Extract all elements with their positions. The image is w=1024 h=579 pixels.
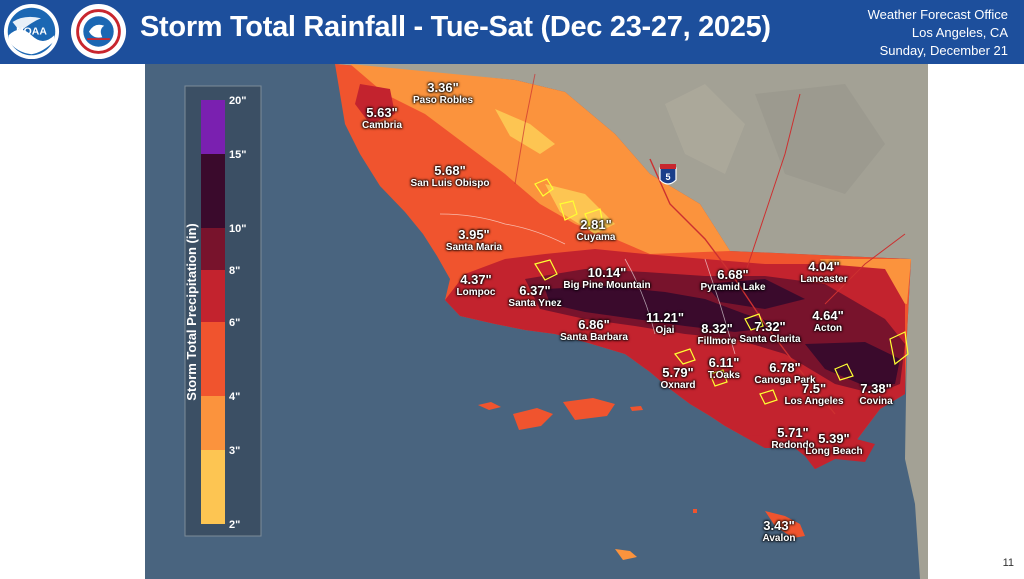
place-label: 5.63" Cambria <box>361 105 403 132</box>
place-label: 5.71" Redondo <box>771 425 815 452</box>
page-number: 11 <box>1002 557 1014 569</box>
place-label: 7.5" Los Angeles <box>784 381 844 408</box>
place-label: 4.64" Acton <box>812 308 844 335</box>
issue-date: Sunday, December 21 <box>879 43 1008 58</box>
place-label: 5.39" Long Beach <box>805 431 863 458</box>
place-label: 5.68" San Luis Obispo <box>410 163 490 190</box>
svg-text:5: 5 <box>665 172 670 182</box>
interstate-5-route <box>649 158 836 415</box>
legend-tick: 8" <box>229 265 240 277</box>
legend-tick: 3" <box>229 445 240 457</box>
page-title: Storm Total Rainfall - Tue-Sat (Dec 23-2… <box>140 11 771 43</box>
place-label: 7.38" Covina <box>859 381 893 408</box>
place-label: 11.21" Ojai <box>646 310 684 337</box>
legend-title: Storm Total Precipitation (in) <box>184 223 199 400</box>
noaa-logo-icon: NOAA <box>3 3 60 60</box>
office-info: Weather Forecast Office Los Angeles, CA … <box>868 6 1008 60</box>
place-label: 3.36" Paso Robles <box>412 80 474 107</box>
place-label: 4.04" Lancaster <box>800 259 848 286</box>
band-3-4 <box>350 64 730 254</box>
header-banner: NOAA Storm Total Rainfall - Tue-Sat (Dec… <box>0 0 1024 64</box>
place-label: 3.95" Santa Maria <box>445 227 503 254</box>
place-label: 5.79" Oxnard <box>660 365 696 392</box>
legend-tick: 4" <box>229 391 240 403</box>
office-location: Los Angeles, CA <box>911 25 1008 40</box>
place-label: 6.86" Santa Barbara <box>560 317 628 344</box>
place-label: 8.32" Fillmore <box>697 321 737 348</box>
office-name: Weather Forecast Office <box>867 7 1008 22</box>
island-santa-rosa <box>513 408 553 430</box>
nws-logo-icon <box>70 3 127 60</box>
rainfall-map: 5 20" 15" 10" 8" 6" 4" 3" 2" Storm Total… <box>145 64 928 579</box>
legend-tick: 10" <box>229 223 246 235</box>
place-label: 6.37" Santa Ynez <box>508 283 562 310</box>
island-anacapa <box>630 406 643 411</box>
inland-terrain <box>335 64 928 579</box>
island-san-clemente <box>615 549 637 560</box>
svg-text:NOAA: NOAA <box>16 26 47 37</box>
place-label: 2.81" Cuyama <box>576 217 616 244</box>
place-label: 6.78" Canoga Park <box>754 360 816 387</box>
island-santa-catalina <box>765 511 805 538</box>
legend-tick: 15" <box>229 149 246 161</box>
legend-colorbar: 20" 15" 10" 8" 6" 4" 3" 2" Storm Total P… <box>184 85 262 537</box>
island-san-miguel <box>478 402 501 410</box>
place-label: 10.14" Big Pine Mountain <box>563 265 651 292</box>
place-label: 7.32" Santa Clarita <box>739 319 801 346</box>
legend-tick: 6" <box>229 317 240 329</box>
place-label: 3.43" Avalon <box>762 518 796 545</box>
island-santa-cruz <box>563 398 615 420</box>
interstate-5-shield-icon: 5 <box>659 164 677 185</box>
legend-tick: 2" <box>229 519 240 531</box>
legend-tick: 20" <box>229 95 246 107</box>
place-label: 6.68" Pyramid Lake <box>700 267 766 294</box>
place-label: 6.11" T.Oaks <box>707 355 741 382</box>
place-label: 4.37" Lompoc <box>456 272 496 299</box>
